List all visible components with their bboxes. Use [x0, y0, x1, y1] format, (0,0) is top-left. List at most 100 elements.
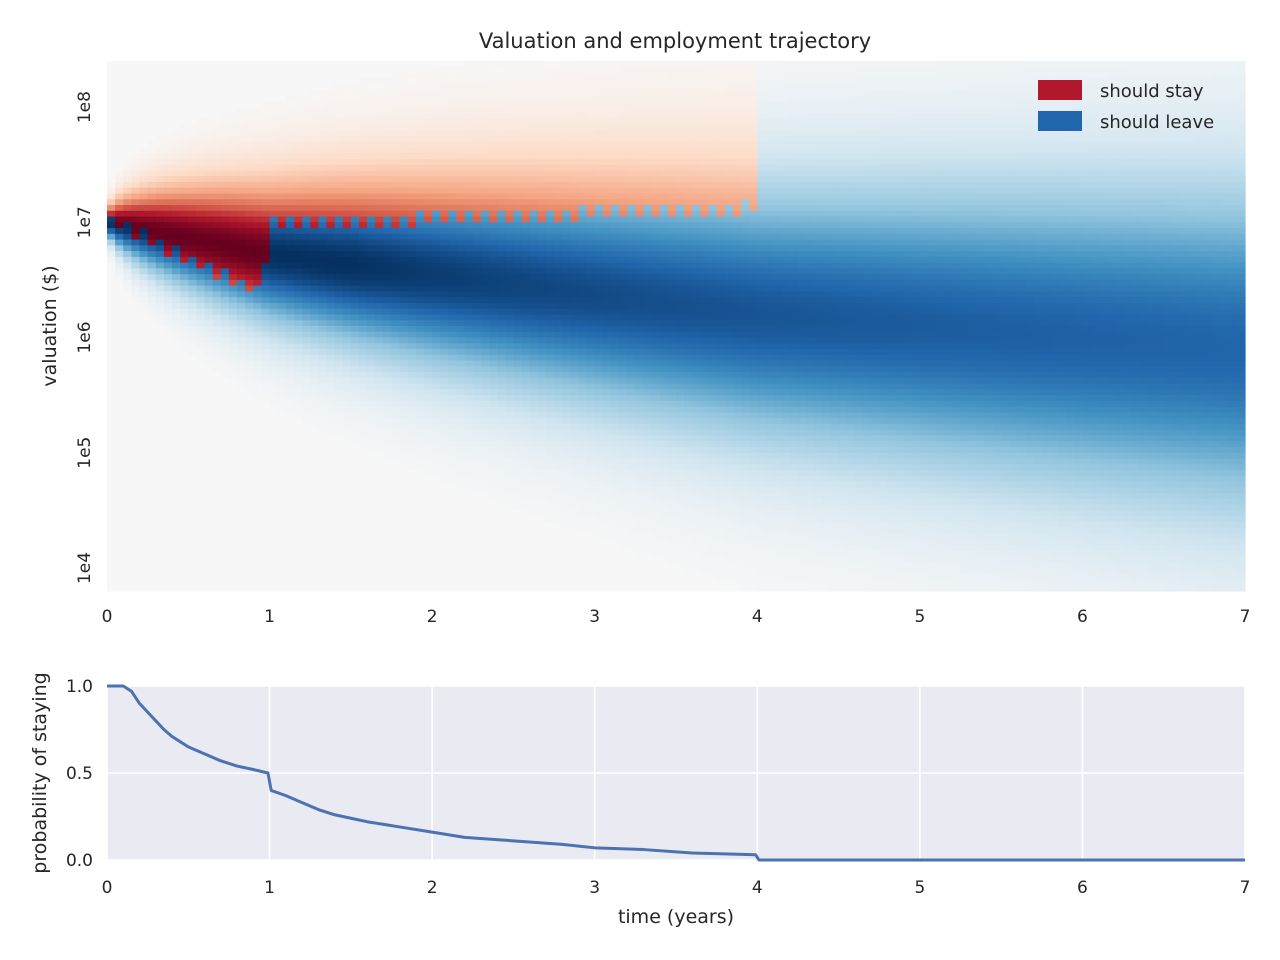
heatmap-cell [391, 66, 401, 74]
heatmap-cell [367, 498, 376, 506]
heatmap-cell [302, 481, 311, 488]
heatmap-cell [480, 418, 490, 425]
heatmap-cell [163, 446, 173, 454]
heatmap-cell [245, 326, 254, 333]
heatmap-cell [204, 256, 214, 264]
heatmap-cell [464, 573, 474, 581]
heatmap-cell [123, 550, 132, 558]
heatmap-cell [399, 550, 409, 558]
heatmap-cell [228, 556, 238, 563]
heatmap-cell [139, 452, 149, 460]
heatmap-cell [448, 84, 458, 91]
heatmap-cell [172, 320, 181, 327]
heatmap-cell [383, 222, 393, 229]
heatmap-cell [326, 187, 336, 195]
heatmap-cell [350, 550, 360, 558]
heatmap-cell [172, 406, 181, 414]
heatmap-cell [513, 176, 523, 183]
heatmap-cell [180, 256, 189, 264]
heatmap-cell [350, 567, 360, 575]
heatmap-cell [424, 181, 433, 189]
heatmap-cell [497, 458, 506, 465]
heatmap-cell [432, 585, 441, 592]
heatmap-cell [245, 573, 254, 581]
heatmap-cell [537, 320, 547, 327]
heatmap-cell [204, 158, 214, 166]
heatmap-cell [358, 377, 368, 385]
heatmap-cell [367, 72, 376, 79]
heatmap-cell [521, 153, 531, 160]
heatmap-cell [424, 297, 433, 304]
heatmap-cell [424, 302, 433, 310]
heatmap-cell [497, 510, 506, 517]
heatmap-cell [472, 222, 482, 229]
heatmap-cell [358, 291, 368, 298]
heatmap-cell [277, 268, 287, 275]
heatmap-cell [521, 302, 531, 310]
heatmap-cell [383, 377, 393, 385]
heatmap-cell [147, 130, 157, 137]
heatmap-cell [237, 406, 246, 414]
heatmap-cell [448, 193, 458, 200]
heatmap-cell [220, 302, 230, 310]
heatmap-cell [472, 279, 482, 287]
heatmap-cell [448, 400, 458, 408]
heatmap-cell [358, 112, 368, 120]
heatmap-cell [285, 72, 295, 79]
heatmap-cell [456, 539, 466, 546]
heatmap-cell [277, 101, 287, 108]
heatmap-cell [172, 487, 181, 494]
heatmap-cell [163, 395, 173, 402]
heatmap-cell [269, 205, 279, 212]
heatmap-cell [107, 418, 116, 425]
heatmap-cell [228, 412, 238, 419]
heatmap-cell [302, 504, 311, 511]
heatmap-cell [277, 279, 287, 287]
heatmap-cell [537, 279, 547, 287]
heatmap-cell [480, 107, 490, 114]
heatmap-cell [261, 498, 271, 506]
heatmap-cell [472, 210, 482, 218]
heatmap-cell [293, 78, 303, 85]
heatmap-cell [440, 516, 449, 523]
heatmap-cell [342, 228, 352, 235]
heatmap-cell [269, 84, 279, 91]
heatmap-cell [212, 464, 222, 471]
heatmap-cell [375, 210, 384, 218]
heatmap-cell [399, 187, 409, 195]
heatmap-cell [237, 544, 246, 552]
heatmap-cell [123, 279, 132, 287]
heatmap-cell [342, 562, 352, 569]
heatmap-cell [358, 78, 368, 85]
heatmap-cell [472, 493, 482, 500]
heatmap-cell [383, 308, 393, 316]
heatmap-cell [237, 337, 246, 344]
heatmap-cell [456, 354, 466, 362]
heatmap-cell [237, 389, 246, 396]
heatmap-cell [261, 291, 271, 298]
heatmap-cell [220, 377, 230, 385]
heatmap-cell [497, 285, 506, 293]
heatmap-cell [472, 285, 482, 293]
heatmap-cell [415, 66, 425, 74]
heatmap-cell [261, 452, 271, 460]
heatmap-cell [537, 567, 547, 575]
heatmap-cell [334, 452, 344, 460]
heatmap-cell [513, 199, 523, 206]
heatmap-cell [432, 516, 441, 523]
heatmap-cell [521, 383, 531, 390]
heatmap-cell [131, 337, 141, 344]
heatmap-cell [529, 326, 539, 333]
heatmap-cell [228, 498, 238, 506]
heatmap-cell [310, 205, 319, 212]
heatmap-cell [521, 66, 531, 74]
heatmap-cell [464, 187, 474, 195]
heatmap-cell [310, 72, 319, 79]
heatmap-cell [440, 412, 449, 419]
heatmap-cell [245, 141, 254, 149]
heatmap-cell [407, 141, 417, 149]
heatmap-cell [220, 573, 230, 581]
heatmap-cell [196, 141, 206, 149]
heatmap-cell [440, 84, 449, 91]
heatmap-cell [269, 66, 279, 74]
